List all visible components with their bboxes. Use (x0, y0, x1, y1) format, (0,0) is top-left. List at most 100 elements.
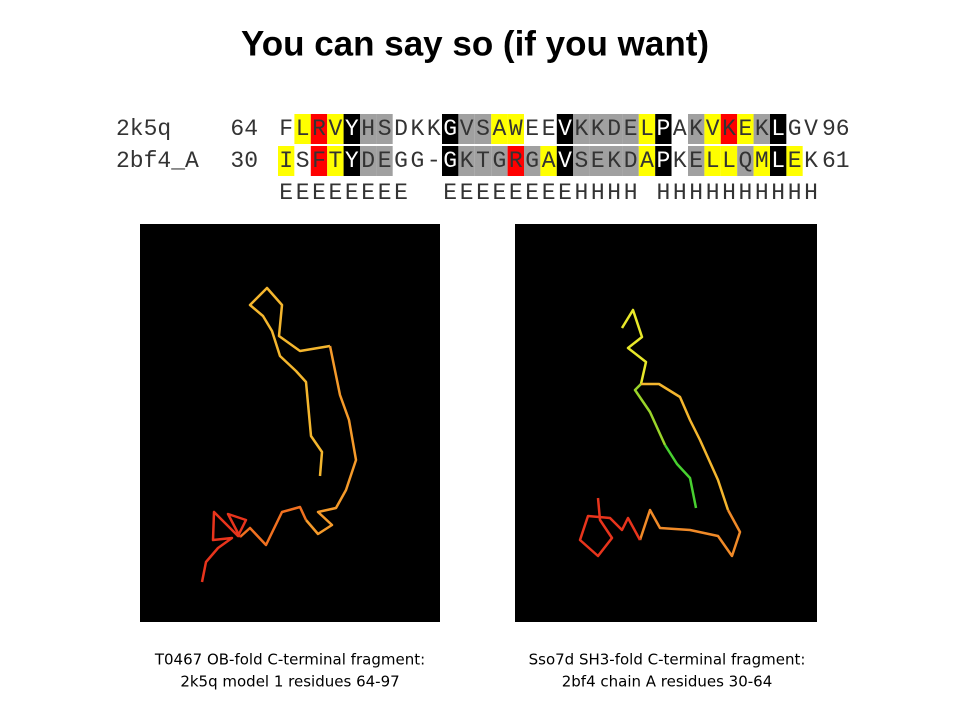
residue-highlight (770, 146, 787, 176)
residue-highlight (737, 114, 754, 144)
residue: L (640, 116, 654, 142)
residue: A (542, 148, 556, 174)
residue-highlight (589, 146, 606, 176)
residue-highlight (720, 146, 738, 176)
residue-highlight (458, 114, 475, 144)
residue: V (558, 148, 572, 174)
secondary-structure: E (328, 180, 342, 206)
residue: G (443, 148, 457, 174)
residue-highlight (442, 114, 459, 144)
residue: D (607, 116, 621, 142)
residue-highlight (638, 114, 656, 144)
residue: G (394, 148, 408, 174)
residue-highlight (737, 146, 754, 176)
residue-highlight (409, 114, 426, 144)
secondary-structure: E (476, 180, 490, 206)
residue-highlight (704, 114, 721, 144)
start-position: 30 (230, 148, 258, 174)
residue: S (574, 148, 588, 174)
secondary-structure: E (492, 180, 506, 206)
residue-highlight (688, 114, 705, 144)
residue: I (279, 148, 293, 174)
secondary-structure: E (312, 180, 326, 206)
sequence-name: 2bf4_A (116, 148, 199, 174)
residue-highlight (704, 146, 721, 176)
residue-highlight (392, 114, 410, 144)
residue: S (296, 148, 310, 174)
residue: - (427, 148, 441, 174)
residue-highlight (671, 146, 688, 176)
residue-highlight (376, 114, 393, 144)
residue-highlight (655, 146, 672, 176)
residue: R (509, 148, 523, 174)
residue: Y (345, 148, 359, 174)
residue-highlight (343, 146, 360, 176)
residue: D (361, 148, 375, 174)
residue-highlight (655, 114, 672, 144)
residue-highlight (278, 146, 295, 176)
residue: E (738, 116, 752, 142)
residue: K (689, 116, 703, 142)
residue: K (673, 148, 687, 174)
residue-highlight (753, 146, 770, 176)
backbone-trace (578, 308, 742, 558)
residue: K (591, 116, 605, 142)
residue: G (788, 116, 802, 142)
secondary-structure: E (345, 180, 359, 206)
residue-highlight (802, 146, 820, 176)
secondary-structure: H (804, 180, 818, 206)
residue: V (706, 116, 720, 142)
residue: T (328, 148, 342, 174)
secondary-structure: H (624, 180, 638, 206)
residue-highlight (720, 114, 738, 144)
residue-highlight (474, 114, 492, 144)
secondary-structure: E (460, 180, 474, 206)
residue-highlight (556, 146, 574, 176)
residue: E (378, 148, 392, 174)
residue-highlight (671, 114, 688, 144)
residue: K (460, 148, 474, 174)
residue-highlight (606, 114, 623, 144)
residue-highlight (524, 146, 541, 176)
residue-highlight (540, 146, 557, 176)
residue: V (328, 116, 342, 142)
residue-highlight (770, 114, 787, 144)
residue-highlight (753, 114, 770, 144)
residue: W (509, 116, 523, 142)
residue-highlight (786, 114, 803, 144)
secondary-structure: E (558, 180, 572, 206)
backbone-trace (200, 286, 358, 583)
residue: T (476, 148, 490, 174)
end-position: 61 (822, 148, 850, 174)
secondary-structure: H (656, 180, 670, 206)
residue: K (410, 116, 424, 142)
secondary-structure: E (525, 180, 539, 206)
secondary-structure: E (443, 180, 457, 206)
residue: F (312, 148, 326, 174)
residue: D (394, 116, 408, 142)
end-position: 96 (822, 116, 850, 142)
secondary-structure: H (771, 180, 785, 206)
residue: L (771, 148, 785, 174)
secondary-structure: E (394, 180, 408, 206)
caption: 2k5q model 1 residues 64-97 (180, 673, 399, 691)
caption: 2bf4 chain A residues 30-64 (562, 673, 773, 691)
residue-highlight (294, 146, 311, 176)
caption: Sso7d SH3-fold C-terminal fragment: (529, 651, 806, 669)
residue-highlight (524, 114, 541, 144)
residue: K (427, 116, 441, 142)
start-position: 64 (230, 116, 258, 142)
residue: D (624, 148, 638, 174)
secondary-structure: H (738, 180, 752, 206)
residue-highlight (507, 146, 524, 176)
residue: G (492, 148, 506, 174)
secondary-structure: E (542, 180, 556, 206)
residue-highlight (540, 114, 557, 144)
secondary-structure: H (591, 180, 605, 206)
caption: T0467 OB-fold C-terminal fragment: (154, 651, 425, 669)
residue: L (706, 148, 720, 174)
residue: E (788, 148, 802, 174)
residue-highlight (786, 146, 803, 176)
residue: E (525, 116, 539, 142)
